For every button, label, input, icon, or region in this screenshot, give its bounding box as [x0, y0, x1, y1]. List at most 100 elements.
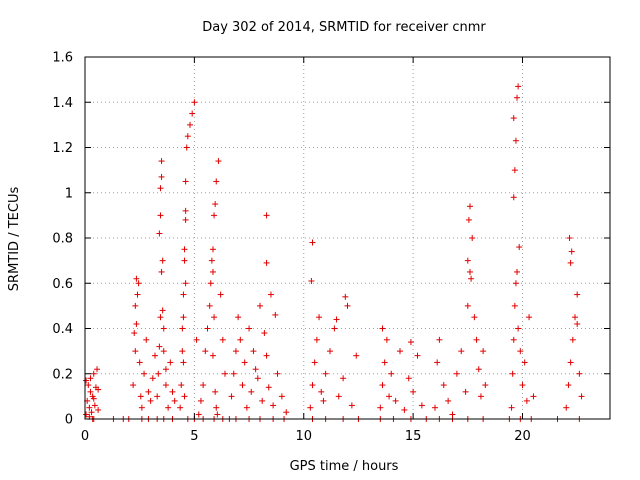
data-point	[566, 235, 573, 241]
data-point	[521, 359, 528, 366]
data-point	[434, 359, 441, 366]
data-point	[145, 388, 152, 395]
data-point	[565, 382, 572, 389]
data-point	[308, 277, 315, 284]
data-point	[469, 235, 476, 241]
y-tick-label: 0.8	[52, 232, 73, 247]
data-point	[209, 246, 216, 253]
data-point	[87, 375, 94, 382]
data-point	[222, 370, 228, 377]
data-point	[88, 409, 95, 416]
data-point	[158, 158, 165, 165]
data-point	[204, 325, 211, 332]
x-tick-label: 10	[295, 429, 312, 444]
data-point	[181, 393, 188, 400]
data-point	[228, 393, 235, 400]
data-point	[568, 248, 575, 255]
data-point	[526, 314, 533, 321]
y-tick-label: 1.2	[52, 141, 73, 156]
data-point	[165, 404, 172, 411]
grid-lines	[85, 57, 610, 419]
data-point	[436, 336, 443, 343]
data-point	[132, 348, 139, 355]
x-tick-label: 5	[190, 429, 198, 444]
y-tick-label: 0.2	[52, 367, 73, 382]
data-point	[179, 348, 186, 355]
data-point	[178, 382, 185, 389]
data-point	[477, 393, 484, 400]
data-point	[510, 194, 517, 201]
data-point	[480, 348, 487, 355]
data-point	[95, 406, 102, 413]
data-point	[471, 314, 478, 321]
data-point	[94, 366, 101, 373]
data-point	[327, 348, 333, 355]
data-point	[159, 257, 166, 264]
data-point	[180, 359, 187, 366]
data-point	[340, 375, 347, 382]
data-point	[212, 201, 219, 208]
data-point	[510, 336, 517, 343]
data-point	[149, 375, 156, 382]
data-point	[311, 359, 318, 366]
data-point	[90, 370, 97, 377]
data-point	[468, 275, 475, 282]
data-point	[180, 291, 187, 298]
data-point	[159, 307, 166, 314]
data-point	[331, 325, 338, 332]
data-point	[157, 212, 164, 219]
y-tick-label: 1	[65, 186, 73, 201]
data-point	[278, 393, 285, 400]
data-point	[137, 393, 144, 400]
data-point	[130, 382, 137, 389]
data-point	[182, 207, 189, 214]
data-point	[342, 293, 349, 300]
data-point	[309, 382, 316, 389]
data-point	[158, 173, 165, 180]
data-point	[515, 83, 522, 90]
data-point	[177, 404, 184, 411]
data-point	[257, 302, 263, 309]
data-point	[512, 137, 519, 144]
data-point	[397, 348, 403, 355]
data-point	[182, 280, 189, 287]
data-point	[219, 336, 226, 343]
data-point	[152, 352, 158, 359]
data-point	[519, 382, 526, 389]
data-point	[510, 115, 517, 122]
y-tick-label: 1.4	[52, 96, 73, 111]
data-point	[182, 178, 189, 185]
data-point	[353, 352, 360, 359]
data-point	[212, 388, 219, 395]
data-point	[143, 336, 150, 343]
data-point	[156, 343, 163, 350]
data-point	[160, 325, 167, 332]
data-point	[157, 314, 164, 321]
data-point	[162, 382, 169, 389]
data-point	[377, 404, 384, 411]
data-point	[147, 397, 154, 404]
data-point	[410, 388, 417, 395]
data-point	[261, 330, 268, 337]
data-point	[187, 121, 193, 128]
data-point	[195, 411, 202, 418]
data-point	[248, 388, 255, 395]
data-point	[386, 393, 393, 400]
data-point	[90, 395, 97, 402]
y-tick-label: 1.6	[52, 51, 73, 66]
data-point	[511, 167, 518, 174]
data-point	[307, 404, 314, 411]
data-point	[482, 382, 489, 389]
data-point	[207, 280, 214, 287]
data-point	[83, 411, 90, 418]
data-point	[516, 244, 523, 251]
data-point	[567, 359, 574, 366]
data-point	[515, 325, 522, 332]
data-point	[133, 275, 140, 282]
chart-title: Day 302 of 2014, SRMTID for receiver cnm…	[202, 20, 486, 35]
data-point	[572, 314, 578, 321]
data-point	[574, 291, 581, 298]
data-point	[283, 409, 290, 416]
y-tick-label: 0.4	[52, 322, 73, 337]
data-point	[509, 370, 516, 377]
